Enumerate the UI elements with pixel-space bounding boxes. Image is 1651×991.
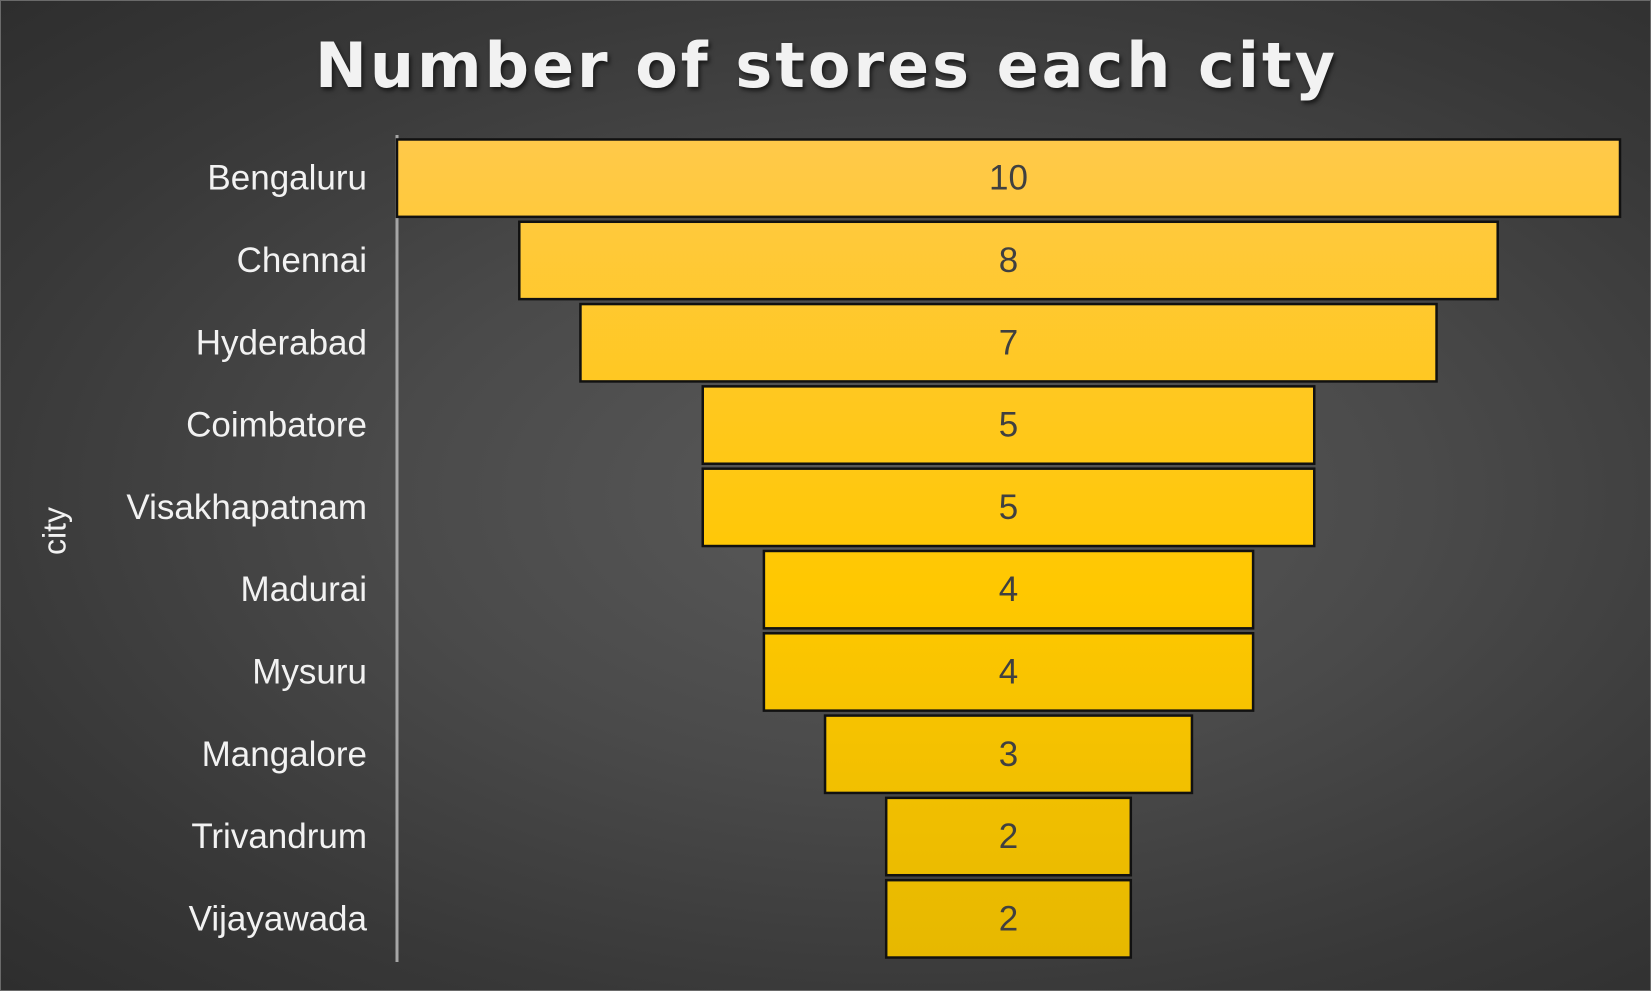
category-label: Madurai bbox=[241, 570, 367, 609]
category-label: Mangalore bbox=[202, 735, 367, 774]
data-label: 2 bbox=[999, 817, 1018, 856]
category-label: Chennai bbox=[237, 241, 367, 280]
category-label: Mysuru bbox=[252, 652, 367, 691]
data-label: 7 bbox=[999, 323, 1018, 362]
category-label: Trivandrum bbox=[191, 817, 367, 856]
chart-title: Number of stores each city bbox=[314, 29, 1339, 102]
data-label: 2 bbox=[999, 899, 1018, 938]
bar-coimbatore bbox=[701, 385, 1316, 465]
bar-mangalore bbox=[823, 714, 1194, 795]
category-label: Coimbatore bbox=[186, 406, 367, 445]
data-label: 3 bbox=[999, 735, 1018, 774]
category-label: Bengaluru bbox=[207, 159, 367, 198]
bar-chennai bbox=[518, 220, 1499, 301]
bar-bengaluru bbox=[395, 138, 1622, 219]
category-labels: Bengaluru Chennai Hyderabad Coimbatore Visak… bbox=[126, 159, 367, 939]
category-label: Hyderabad bbox=[196, 323, 367, 362]
data-label: 5 bbox=[999, 406, 1018, 445]
data-labels: 10 8 7 5 5 4 4 3 2 2 bbox=[989, 159, 1028, 939]
bar-vijayawada bbox=[884, 878, 1133, 959]
category-label: Visakhapatnam bbox=[126, 488, 367, 527]
data-label: 4 bbox=[999, 652, 1018, 691]
data-label: 4 bbox=[999, 570, 1018, 609]
data-label: 8 bbox=[999, 241, 1018, 280]
category-label: Vijayawada bbox=[189, 899, 368, 938]
data-label: 5 bbox=[999, 488, 1018, 527]
bar-hyderabad bbox=[579, 302, 1438, 383]
data-label: 10 bbox=[989, 159, 1028, 198]
bar-trivandrum bbox=[884, 796, 1133, 877]
bars-layer bbox=[395, 138, 1622, 959]
bar-mysuru bbox=[762, 632, 1255, 712]
bar-visakhapatnam bbox=[701, 467, 1316, 548]
bar-madurai bbox=[762, 549, 1255, 630]
